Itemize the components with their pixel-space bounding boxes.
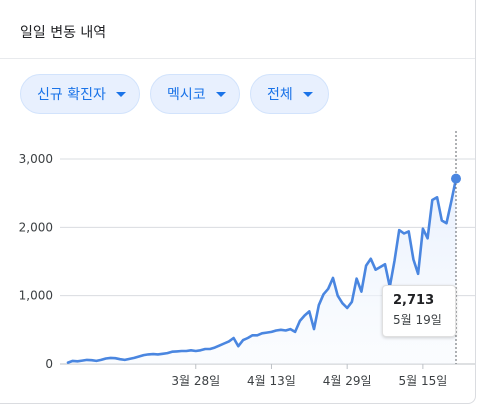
hover-point xyxy=(451,173,461,184)
caret-down-icon xyxy=(115,91,126,97)
x-tick-label: 3월 28일 xyxy=(171,374,220,388)
region-filter-label: 멕시코 xyxy=(167,87,206,103)
caret-down-icon xyxy=(302,91,313,97)
chart-tooltip: 2,713 5월 19일 xyxy=(382,285,456,337)
caret-down-icon xyxy=(215,91,226,97)
region-filter-chip[interactable]: 멕시코 xyxy=(150,74,240,114)
period-filter-label: 전체 xyxy=(267,87,293,103)
daily-changes-card: 일일 변동 내역 신규 확진자 멕시코 전체 0 1,000 2,000 3,000 … xyxy=(0,0,476,404)
metric-filter-label: 신규 확진자 xyxy=(37,87,106,103)
new-cases-chart[interactable]: 0 1,000 2,000 3,000 3월 28일 4월 13일 4월 29일 5월 15… xyxy=(0,120,476,404)
cases-line xyxy=(66,177,458,364)
x-tick-label: 5월 15일 xyxy=(398,374,447,388)
card-title: 일일 변동 내역 xyxy=(20,25,107,41)
y-tick-label: 1,000 xyxy=(19,289,53,303)
x-tick-label: 4월 13일 xyxy=(247,374,296,388)
y-tick-label: 3,000 xyxy=(19,152,53,166)
y-tick-label: 0 xyxy=(45,357,53,371)
cases-area xyxy=(68,178,456,364)
period-filter-chip[interactable]: 전체 xyxy=(250,74,329,114)
tooltip-value: 2,713 xyxy=(393,293,435,308)
metric-filter-chip[interactable]: 신규 확진자 xyxy=(20,74,140,114)
y-tick-label: 2,000 xyxy=(19,220,53,234)
header-divider xyxy=(0,58,475,59)
tooltip-date: 5월 19일 xyxy=(393,313,442,327)
x-tick-label: 4월 29일 xyxy=(323,374,372,388)
